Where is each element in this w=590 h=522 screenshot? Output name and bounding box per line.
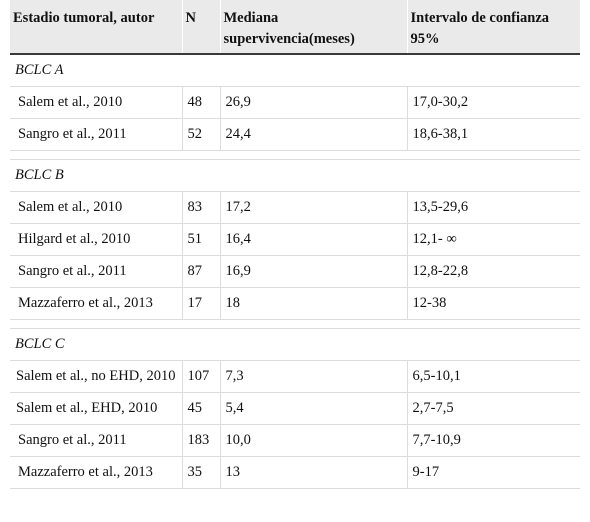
cell-author: Salem et al., 2010 — [10, 191, 182, 224]
group-label: BCLC A — [10, 54, 580, 87]
group-spacer — [10, 150, 580, 160]
header-n: N — [181, 0, 220, 55]
header-stage-author: Estadio tumoral, autor — [10, 0, 182, 55]
cell-ci: 12,1- ∞ — [406, 223, 580, 256]
cell-median: 16,4 — [219, 223, 407, 256]
group-label: BCLC C — [10, 328, 580, 361]
cell-n: 107 — [181, 360, 220, 393]
cell-author: Sangro et al., 2011 — [10, 424, 182, 457]
cell-ci: 7,7-10,9 — [406, 424, 580, 457]
cell-median: 18 — [219, 287, 407, 320]
cell-author: Mazzaferro et al., 2013 — [10, 287, 182, 320]
table-row: Sangro et al., 2011 183 10,0 7,7-10,9 — [10, 424, 580, 457]
table-row: Sangro et al., 2011 52 24,4 18,6-38,1 — [10, 118, 580, 151]
table-row: Sangro et al., 2011 87 16,9 12,8-22,8 — [10, 255, 580, 288]
header-confidence-interval: Intervalo de confianza 95% — [406, 0, 580, 55]
cell-author: Sangro et al., 2011 — [10, 118, 182, 151]
table-row: Salem et al., no EHD, 2010 107 7,3 6,5-1… — [10, 360, 580, 393]
cell-n: 51 — [181, 223, 220, 256]
header-median-survival: Mediana supervivencia(meses) — [219, 0, 407, 55]
group-spacer — [10, 319, 580, 329]
cell-median: 26,9 — [219, 86, 407, 119]
cell-author: Salem et al., no EHD, 2010 — [10, 360, 182, 393]
cell-n: 83 — [181, 191, 220, 224]
cell-author: Hilgard et al., 2010 — [10, 223, 182, 256]
cell-ci: 12,8-22,8 — [406, 255, 580, 288]
cell-author: Salem et al., EHD, 2010 — [10, 392, 182, 425]
cell-n: 48 — [181, 86, 220, 119]
group-row-bclc-a: BCLC A — [10, 54, 580, 87]
cell-median: 24,4 — [219, 118, 407, 151]
cell-median: 13 — [219, 456, 407, 489]
cell-ci: 2,7-7,5 — [406, 392, 580, 425]
cell-ci: 9-17 — [406, 456, 580, 489]
table-row: Salem et al., 2010 83 17,2 13,5-29,6 — [10, 191, 580, 224]
cell-n: 45 — [181, 392, 220, 425]
survival-table: Estadio tumoral, autor N Mediana supervi… — [10, 0, 580, 489]
cell-median: 16,9 — [219, 255, 407, 288]
cell-ci: 13,5-29,6 — [406, 191, 580, 224]
cell-n: 35 — [181, 456, 220, 489]
table-row: Salem et al., 2010 48 26,9 17,0-30,2 — [10, 86, 580, 119]
cell-n: 183 — [181, 424, 220, 457]
table-row: Mazzaferro et al., 2013 17 18 12-38 — [10, 287, 580, 320]
group-label: BCLC B — [10, 159, 580, 192]
cell-median: 5,4 — [219, 392, 407, 425]
cell-ci: 12-38 — [406, 287, 580, 320]
cell-n: 52 — [181, 118, 220, 151]
cell-median: 7,3 — [219, 360, 407, 393]
cell-median: 17,2 — [219, 191, 407, 224]
cell-n: 87 — [181, 255, 220, 288]
group-row-bclc-b: BCLC B — [10, 159, 580, 192]
group-row-bclc-c: BCLC C — [10, 328, 580, 361]
spacer-cell — [10, 319, 580, 329]
table-row: Salem et al., EHD, 2010 45 5,4 2,7-7,5 — [10, 392, 580, 425]
table-row: Hilgard et al., 2010 51 16,4 12,1- ∞ — [10, 223, 580, 256]
cell-author: Mazzaferro et al., 2013 — [10, 456, 182, 489]
spacer-cell — [10, 150, 580, 160]
cell-median: 10,0 — [219, 424, 407, 457]
cell-ci: 18,6-38,1 — [406, 118, 580, 151]
cell-ci: 6,5-10,1 — [406, 360, 580, 393]
cell-author: Salem et al., 2010 — [10, 86, 182, 119]
cell-n: 17 — [181, 287, 220, 320]
cell-author: Sangro et al., 2011 — [10, 255, 182, 288]
header-row: Estadio tumoral, autor N Mediana supervi… — [10, 0, 580, 55]
cell-ci: 17,0-30,2 — [406, 86, 580, 119]
table-row: Mazzaferro et al., 2013 35 13 9-17 — [10, 456, 580, 489]
